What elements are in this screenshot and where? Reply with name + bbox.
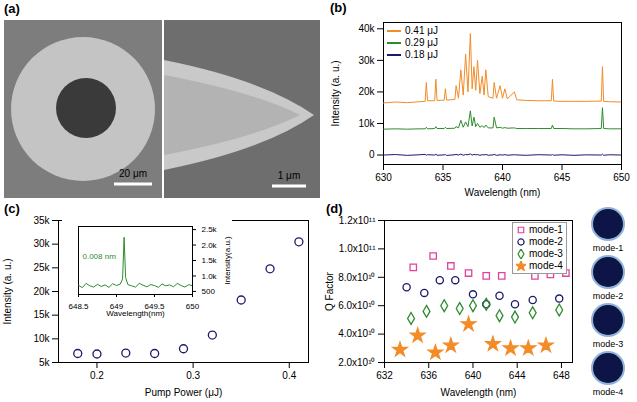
html-text:mode-1: mode-1 xyxy=(529,224,563,235)
svg-text:0: 0 xyxy=(369,149,375,160)
svg-text:649.5: 649.5 xyxy=(144,302,165,312)
svg-text:1.2x10¹¹: 1.2x10¹¹ xyxy=(339,215,376,226)
svg-text:20k: 20k xyxy=(358,86,375,97)
svg-text:500: 500 xyxy=(202,287,216,296)
svg-text:635: 635 xyxy=(435,172,452,183)
html-text:mode-2: mode-2 xyxy=(529,236,563,247)
html-text:mode-3: mode-3 xyxy=(529,248,563,259)
svg-text:15k: 15k xyxy=(33,309,50,320)
svg-text:630: 630 xyxy=(375,172,392,183)
html-text:0.29 μJ: 0.29 μJ xyxy=(405,37,438,48)
svg-text:6.0x10¹⁰: 6.0x10¹⁰ xyxy=(338,300,375,311)
svg-text:10k: 10k xyxy=(33,333,50,344)
svg-text:640: 640 xyxy=(465,370,482,381)
svg-text:650: 650 xyxy=(186,302,200,311)
svg-text:8.0x10¹⁰: 8.0x10¹⁰ xyxy=(338,272,375,283)
html-text:(a): (a) xyxy=(4,1,20,16)
svg-text:20 μm: 20 μm xyxy=(119,168,147,179)
svg-text:0.4: 0.4 xyxy=(282,370,296,381)
svg-text:650: 650 xyxy=(613,172,630,183)
svg-text:Wavelength (nm): Wavelength (nm) xyxy=(465,187,541,198)
svg-text:2.0k: 2.0k xyxy=(202,241,218,250)
svg-text:20k: 20k xyxy=(33,286,50,297)
svg-text:632: 632 xyxy=(376,370,393,381)
svg-text:1.0k: 1.0k xyxy=(202,272,218,281)
svg-text:644: 644 xyxy=(509,370,526,381)
svg-text:2.5k: 2.5k xyxy=(202,225,218,234)
html-text:mode-4: mode-4 xyxy=(529,260,563,271)
svg-text:Intensity (a. u.): Intensity (a. u.) xyxy=(2,258,13,324)
svg-text:Pump Power (μJ): Pump Power (μJ) xyxy=(145,387,222,398)
svg-text:649: 649 xyxy=(109,302,124,312)
svg-text:648: 648 xyxy=(553,370,570,381)
svg-text:35k: 35k xyxy=(33,215,50,226)
svg-text:Wavelength (nm): Wavelength (nm) xyxy=(441,387,517,398)
svg-text:0.008 nm: 0.008 nm xyxy=(83,252,117,261)
svg-text:10k: 10k xyxy=(358,118,375,129)
svg-text:Q Factor: Q Factor xyxy=(324,271,335,311)
svg-text:Wavelength(nm): Wavelength(nm) xyxy=(106,309,165,318)
svg-text:mode-4: mode-4 xyxy=(593,387,624,397)
svg-text:0.2: 0.2 xyxy=(90,370,104,381)
svg-text:645: 645 xyxy=(554,172,571,183)
svg-text:1.0x10¹¹: 1.0x10¹¹ xyxy=(339,243,376,254)
html-text:0.41 μJ: 0.41 μJ xyxy=(405,25,438,36)
svg-text:mode-2: mode-2 xyxy=(593,291,624,301)
svg-text:mode-3: mode-3 xyxy=(593,339,624,349)
svg-text:1 μm: 1 μm xyxy=(278,170,300,181)
svg-text:0.3: 0.3 xyxy=(186,370,200,381)
svg-text:30k: 30k xyxy=(358,55,375,66)
svg-text:648.5: 648.5 xyxy=(68,302,89,311)
html-text:(b): (b) xyxy=(330,0,347,15)
svg-text:25k: 25k xyxy=(33,262,50,273)
svg-text:1.5k: 1.5k xyxy=(202,256,218,265)
svg-text:5k: 5k xyxy=(39,357,51,368)
svg-text:636: 636 xyxy=(420,370,437,381)
svg-text:2.0x10¹⁰: 2.0x10¹⁰ xyxy=(338,357,375,368)
svg-text:40k: 40k xyxy=(358,23,375,34)
html-text:0.18 μJ: 0.18 μJ xyxy=(405,49,438,60)
html-text:(c): (c) xyxy=(4,201,20,216)
html-text:(d): (d) xyxy=(326,201,343,216)
svg-text:Intensity(a.u.): Intensity(a.u.) xyxy=(223,236,232,285)
svg-text:4.0x10¹⁰: 4.0x10¹⁰ xyxy=(338,328,375,339)
svg-text:mode-1: mode-1 xyxy=(593,243,624,253)
svg-text:30k: 30k xyxy=(33,238,50,249)
svg-text:Intensity (a. u.): Intensity (a. u.) xyxy=(330,60,341,126)
svg-text:640: 640 xyxy=(494,172,511,183)
